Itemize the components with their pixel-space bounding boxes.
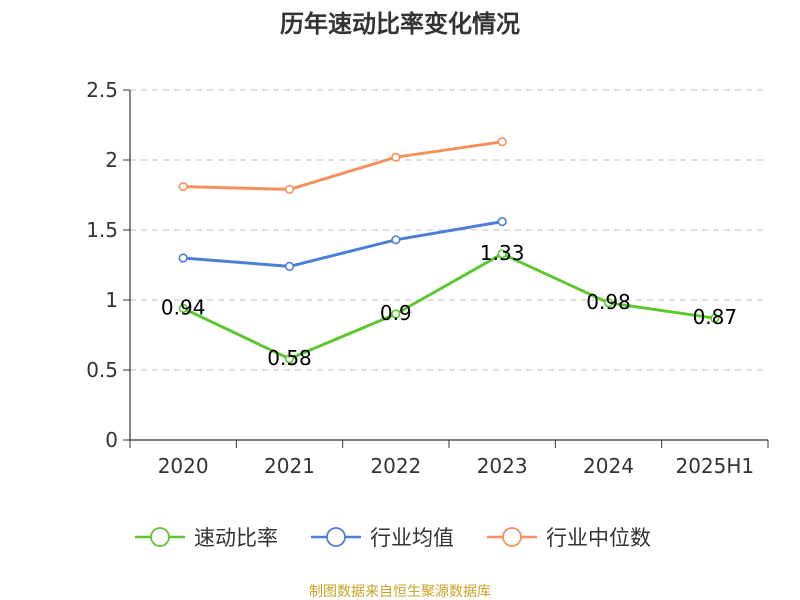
y-tick-label: 2: [105, 148, 118, 172]
y-tick-label: 0: [105, 428, 118, 452]
data-point: [284, 184, 295, 194]
data-point: [497, 217, 507, 227]
legend-marker: [502, 527, 522, 547]
data-label: 0.94: [161, 295, 206, 319]
legend-item-1[interactable]: 行业均值: [311, 526, 454, 550]
series-line-0: [182, 252, 716, 361]
x-tick-label: 2022: [370, 454, 421, 478]
data-point: [497, 249, 507, 259]
data-point: [284, 354, 295, 364]
legend-label: 行业均值: [370, 526, 454, 550]
x-tick-label: 2020: [158, 454, 209, 478]
x-tick-label: 2023: [477, 454, 528, 478]
series: [178, 137, 720, 364]
data-point: [178, 303, 188, 314]
data-point: [178, 182, 188, 192]
data-label: 0.87: [693, 305, 738, 329]
data-label: 1.33: [480, 241, 525, 265]
legend-marker: [326, 527, 346, 547]
y-tick-label: 2.5: [86, 78, 118, 102]
data-point: [603, 298, 614, 308]
data-label: 0.58: [267, 346, 312, 370]
data-point: [391, 235, 401, 245]
source-note: 制图数据来自恒生聚源数据库: [309, 584, 491, 600]
legend[interactable]: 速动比率 行业均值 行业中位数: [135, 526, 651, 550]
y-tick-label: 1: [105, 288, 118, 312]
x-tick-label: 2024: [583, 454, 634, 478]
legend-item-0[interactable]: 速动比率: [135, 526, 278, 550]
legend-label: 行业中位数: [546, 526, 651, 550]
y-tick-label: 1.5: [86, 218, 118, 242]
x-tick-label: 2025H1: [675, 454, 754, 478]
legend-marker: [150, 527, 170, 547]
legend-label: 速动比率: [194, 526, 278, 550]
series-line-2: [183, 140, 503, 191]
chart-title: 历年速动比率变化情况: [280, 10, 520, 38]
y-tick-label: 0.5: [86, 358, 118, 382]
data-point: [178, 253, 188, 263]
data-point: [497, 137, 507, 147]
data-point: [391, 309, 401, 319]
axes: 0 0.5 1 1.5 2 2.5 2020 2021 2022 2023 2024 2025H1: [86, 78, 769, 478]
data-label: 0.98: [586, 290, 631, 314]
x-tick-label: 2021: [264, 454, 315, 478]
data-point: [284, 261, 295, 272]
data-labels: 0.94 0.58 0.9 1.33 0.98 0.87: [161, 241, 737, 370]
data-label: 0.9: [380, 301, 412, 325]
series-line-1: [183, 220, 503, 268]
data-point: [710, 313, 720, 323]
legend-item-2[interactable]: 行业中位数: [487, 526, 651, 550]
data-point: [391, 152, 401, 162]
